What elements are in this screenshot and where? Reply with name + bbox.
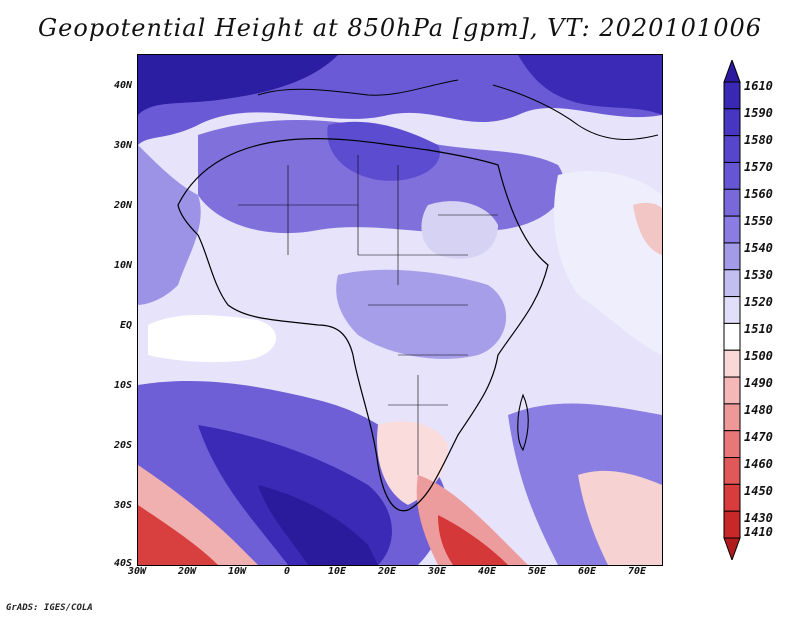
lon-label-60e: 60E — [577, 566, 597, 577]
colorbar-swatch — [723, 403, 741, 432]
colorbar-label: 1610 — [744, 79, 773, 93]
colorbar-swatch — [723, 108, 741, 137]
colorbar-swatch — [723, 135, 741, 163]
sahara-core — [327, 121, 440, 181]
sudan-light — [421, 201, 498, 259]
lon-label-20e: 20E — [377, 566, 397, 577]
colorbar-label: 1570 — [744, 160, 773, 174]
colorbar-label: 1490 — [744, 376, 773, 390]
indian-ocean-light — [554, 171, 662, 355]
colorbar-top-cap — [723, 60, 741, 83]
lon-label-30w: 30W — [127, 566, 147, 577]
madagascar-coastline — [517, 393, 529, 452]
colorbar-label: 1530 — [744, 268, 773, 282]
chart-title: Geopotential Height at 850hPa [gpm], VT:… — [38, 14, 762, 42]
colorbar-swatch — [723, 242, 741, 271]
equatorial-white-west — [148, 315, 277, 363]
lat-label-20n: 20N — [113, 200, 132, 211]
mediterranean-coastline — [257, 79, 459, 96]
colorbar-label: 1540 — [744, 241, 773, 255]
lat-label-10n: 10N — [113, 260, 132, 271]
ne-max — [518, 55, 662, 115]
colorbar-label: 1560 — [744, 187, 773, 201]
lat-label-30s: 30S — [113, 500, 132, 511]
colorbar-swatch — [723, 483, 741, 512]
colorbar-bottom-cap — [723, 537, 741, 560]
atlantic-west — [138, 145, 201, 305]
colorbar-swatch — [723, 269, 741, 298]
colorbar-label: 1430 — [744, 511, 773, 525]
colorbar-label: 1590 — [744, 106, 773, 120]
lon-label-50e: 50E — [527, 566, 547, 577]
arabian-sea-pink — [633, 202, 662, 255]
central-africa — [336, 269, 507, 359]
lon-label-40e: 40E — [477, 566, 497, 577]
lon-label-70e: 70E — [627, 566, 647, 577]
colorbar-label: 1460 — [744, 457, 773, 471]
se-low-core — [438, 515, 508, 565]
colorbar-label: 1510 — [744, 322, 773, 336]
lon-label-10w: 10W — [227, 566, 247, 577]
colorbar-label: 1480 — [744, 403, 773, 417]
south-atlantic-max — [258, 485, 378, 565]
lat-label-20s: 20S — [113, 440, 132, 451]
lon-label-30e: 30E — [427, 566, 447, 577]
colorbar-label: 1550 — [744, 214, 773, 228]
grads-credit: GrADS: IGES/COLA — [6, 603, 93, 613]
colorbar-swatch — [723, 81, 741, 110]
lat-label-30n: 30N — [113, 140, 132, 151]
colorbar-swatch — [723, 510, 741, 539]
colorbar-label: 1520 — [744, 295, 773, 309]
south-indian-pink — [578, 470, 662, 565]
colorbar-label: 1450 — [744, 484, 773, 498]
lat-label-40n: 40N — [113, 80, 132, 91]
map-panel — [137, 54, 663, 566]
country-borders — [238, 155, 498, 475]
lat-label-40s: 40S — [113, 558, 132, 569]
colorbar-swatch — [723, 430, 741, 459]
colorbar-swatch — [723, 161, 741, 190]
nw-max — [138, 55, 338, 115]
colorbar-swatch — [723, 376, 741, 405]
lat-label-eq: EQ — [119, 320, 132, 331]
colorbar-label: 1500 — [744, 349, 773, 363]
sw-low-core — [138, 505, 218, 565]
colorbar-label: 1580 — [744, 133, 773, 147]
africa-coastline — [177, 138, 549, 512]
colorbar — [723, 60, 741, 560]
map-svg — [138, 55, 662, 565]
colorbar-label: 1470 — [744, 430, 773, 444]
colorbar-swatch — [723, 457, 741, 485]
colorbar-swatch — [723, 188, 741, 217]
lon-label-0: 0 — [283, 566, 291, 577]
colorbar-swatch — [723, 296, 741, 324]
colorbar-swatch — [723, 349, 741, 378]
colorbar-label: 1410 — [744, 525, 773, 539]
lon-label-10e: 10E — [327, 566, 347, 577]
colorbar-swatch — [723, 215, 741, 244]
lon-label-20w: 20W — [177, 566, 197, 577]
arabia-coastline — [492, 84, 659, 140]
colorbar-swatch — [723, 322, 741, 351]
lat-label-10s: 10S — [113, 380, 132, 391]
